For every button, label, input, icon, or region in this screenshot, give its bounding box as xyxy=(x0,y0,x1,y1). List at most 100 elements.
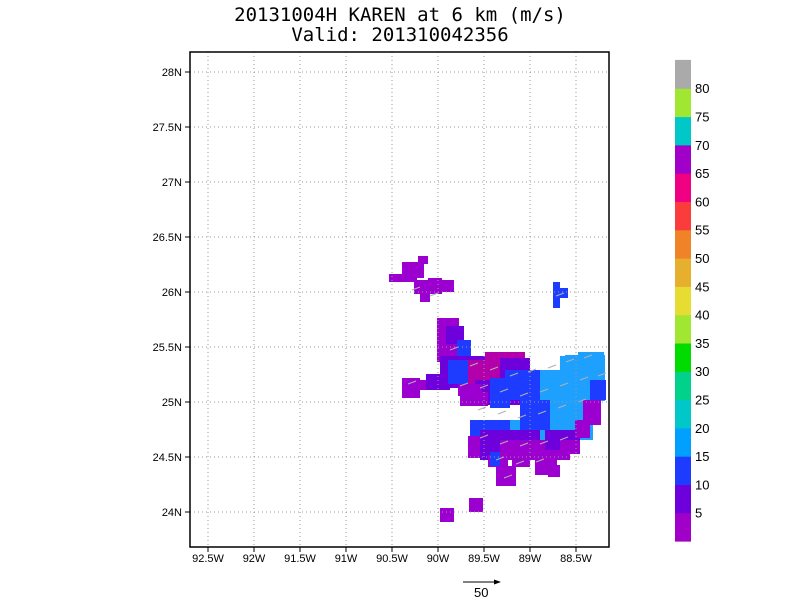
wind-speed-cell xyxy=(428,278,442,294)
y-tick-label: 28N xyxy=(162,67,182,79)
wind-speed-cell xyxy=(548,465,560,477)
wind-vector xyxy=(597,372,607,377)
wind-speed-cell xyxy=(496,466,516,486)
y-tick-label: 25N xyxy=(162,397,182,409)
colorbar-swatch xyxy=(675,116,691,146)
wind-vector xyxy=(497,410,507,415)
colorbar-swatch xyxy=(675,144,691,174)
colorbar-label: 25 xyxy=(695,393,709,408)
wind-speed-cell xyxy=(442,280,454,292)
colorbar-swatch xyxy=(675,342,691,372)
colorbar-label: 30 xyxy=(695,364,709,379)
wind-vector xyxy=(429,292,439,297)
wind-vector xyxy=(565,358,575,363)
wind-field xyxy=(389,256,607,522)
wind-speed-cell xyxy=(420,292,430,302)
wind-vector xyxy=(449,346,459,351)
wind-vector xyxy=(407,380,417,385)
colorbar-swatch xyxy=(675,229,691,259)
colorbar-label: 15 xyxy=(695,449,709,464)
y-tick-label: 24N xyxy=(162,507,182,519)
chart-title: 20131004H KAREN at 6 km (m/s) xyxy=(234,4,566,26)
y-tick-label: 27N xyxy=(162,177,182,189)
wind-speed-cell xyxy=(457,340,471,360)
wind-vector xyxy=(469,362,479,367)
reference-vector-label: 50 xyxy=(474,585,488,600)
wind-vector xyxy=(539,440,549,445)
colorbar-swatch xyxy=(675,371,691,401)
wind-speed-cell xyxy=(440,508,454,522)
wind-vector xyxy=(411,286,421,291)
colorbar-label: 65 xyxy=(695,166,709,181)
colorbar-swatch xyxy=(675,201,691,231)
wind-speed-cell xyxy=(578,352,604,382)
y-axis: 28N 27.5N 27N 26.5N 26N 25.5N 25N 24.5N 24N xyxy=(153,67,190,519)
wind-vector xyxy=(583,354,593,359)
y-tick-label: 26.5N xyxy=(153,232,182,244)
colorbar-label: 55 xyxy=(695,223,709,238)
colorbar-label: 60 xyxy=(695,194,709,209)
wind-speed-cell xyxy=(414,280,430,294)
wind-speed-cell xyxy=(402,378,420,398)
wind-speed-cell xyxy=(560,440,580,454)
colorbar-swatch xyxy=(675,427,691,457)
wind-speed-cell xyxy=(583,400,601,425)
wind-speed-cell xyxy=(469,498,483,512)
y-tick-label: 27.5N xyxy=(153,122,182,134)
colorbar-label: 45 xyxy=(695,279,709,294)
map-frame xyxy=(189,51,610,548)
colorbar-swatch xyxy=(675,88,691,118)
x-tick-label: 90.5W xyxy=(376,553,408,565)
colorbar-label: 40 xyxy=(695,308,709,323)
colorbar-label: 5 xyxy=(695,506,702,521)
x-tick-label: 92W xyxy=(243,553,266,565)
colorbar-swatch xyxy=(675,59,691,89)
y-tick-label: 26N xyxy=(162,287,182,299)
reference-vector: 50 xyxy=(463,579,501,600)
colorbar-label: 20 xyxy=(695,421,709,436)
wind-speed-cell xyxy=(418,256,428,264)
wind-speed-cell xyxy=(389,274,417,282)
gridlines xyxy=(190,52,609,547)
colorbar-swatch xyxy=(675,399,691,429)
wind-speed-cell xyxy=(520,400,550,430)
colorbar-label: 35 xyxy=(695,336,709,351)
wind-vector xyxy=(527,368,537,373)
wind-vector xyxy=(579,376,589,381)
wind-vector xyxy=(499,440,509,445)
wind-vector xyxy=(503,474,513,479)
wind-vector xyxy=(547,364,557,369)
wind-vector xyxy=(517,414,527,419)
x-tick-label: 91W xyxy=(335,553,358,565)
colorbar-swatch xyxy=(675,286,691,316)
wind-vector xyxy=(519,442,529,447)
colorbar-swatch xyxy=(675,314,691,344)
colorbar-label: 50 xyxy=(695,251,709,266)
wind-speed-cell xyxy=(490,452,500,466)
y-tick-label: 24.5N xyxy=(153,452,182,464)
x-axis: 92.5W 92W 91.5W 91W 90.5W 90W 89.5W 89W 88.5W xyxy=(192,547,593,565)
colorbar-label: 70 xyxy=(695,138,709,153)
wind-vector xyxy=(515,460,525,465)
wind-vector xyxy=(537,410,547,415)
wind-vector xyxy=(559,382,569,387)
colorbar-swatch xyxy=(675,484,691,514)
colorbar: 5 10 15 20 25 30 35 40 45 50 55 60 65 70 75 80 xyxy=(675,59,709,542)
wind-vector xyxy=(557,404,567,409)
wind-vector xyxy=(577,398,587,403)
colorbar-label: 10 xyxy=(695,477,709,492)
wind-vector xyxy=(519,392,529,397)
x-tick-label: 89.5W xyxy=(468,553,500,565)
wind-vector xyxy=(489,366,499,371)
colorbar-swatch xyxy=(675,173,691,202)
wind-vector xyxy=(477,406,487,411)
colorbar-label: 80 xyxy=(695,81,709,96)
colorbar-swatch xyxy=(675,512,691,542)
chart-subtitle: Valid: 201310042356 xyxy=(291,24,509,46)
x-tick-label: 90W xyxy=(427,553,450,565)
x-tick-label: 91.5W xyxy=(284,553,316,565)
y-tick-label: 25.5N xyxy=(153,342,182,354)
colorbar-swatch xyxy=(675,456,691,485)
wind-vector xyxy=(539,388,549,393)
